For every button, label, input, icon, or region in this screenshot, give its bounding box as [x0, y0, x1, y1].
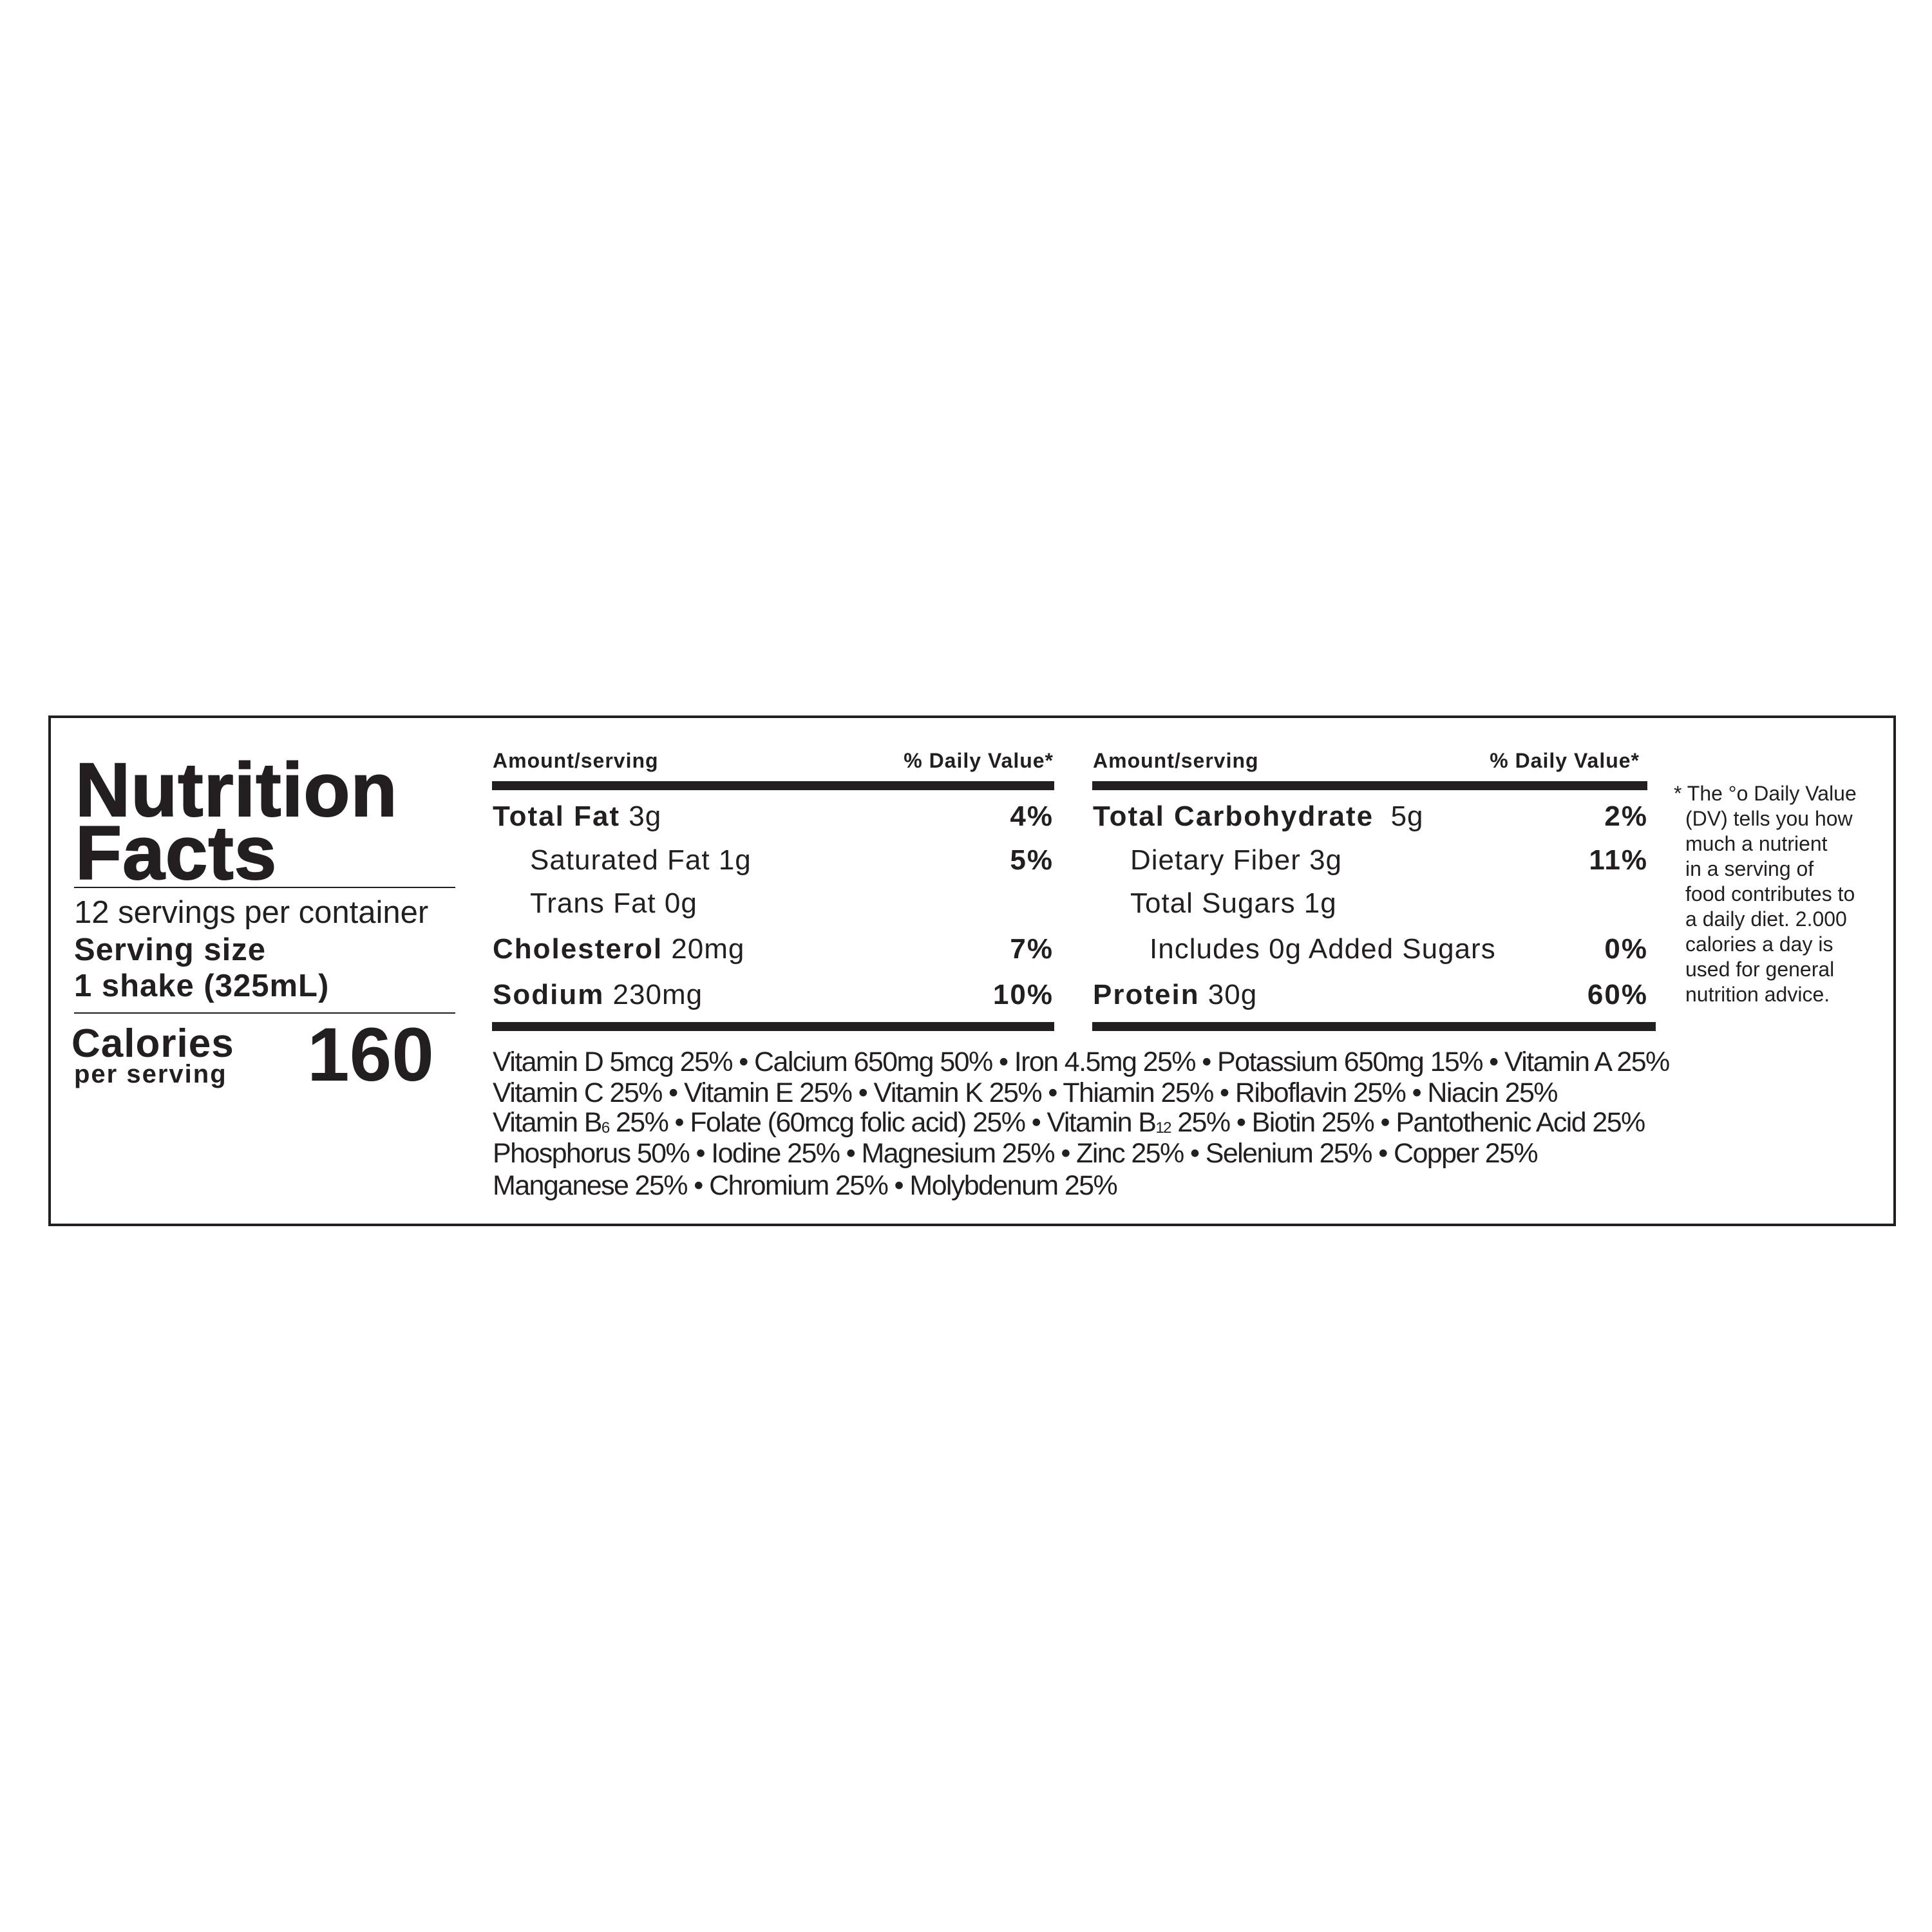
footnote-line: nutrition advice.: [1685, 983, 1830, 1006]
nutrient-dv: 11%: [1589, 844, 1648, 876]
nutrient-name: Total Sugars: [1130, 887, 1296, 919]
nutrient-row: Dietary Fiber 3g: [1130, 844, 1342, 876]
nutrient-row: Trans Fat 0g: [530, 887, 697, 920]
nutrient-name: Saturated Fat: [530, 844, 710, 876]
vitamin-mineral-line: Vitamin B6 25% • Folate (60mcg folic aci…: [493, 1107, 1645, 1139]
vitamin-mineral-line: Vitamin D 5mcg 25% • Calcium 650mg 50% •…: [493, 1046, 1670, 1077]
subscript: 6: [601, 1119, 610, 1137]
footnote-line: * The °o Daily Value: [1674, 782, 1857, 805]
nutrient-name: Total Carbohydrate: [1093, 800, 1374, 832]
nutrient-row: Cholesterol 20mg: [493, 933, 744, 965]
subscript: 12: [1155, 1119, 1171, 1137]
serving-size-value: 1 shake (325mL): [74, 969, 330, 1003]
divider: [74, 1012, 455, 1014]
thick-bar: [492, 781, 1054, 790]
nutrient-dv: 7%: [1010, 933, 1054, 965]
nutrient-dv: 4%: [1010, 800, 1054, 832]
nutrient-row: Protein 30g: [1093, 979, 1257, 1011]
nutrient-name: Cholesterol: [493, 933, 663, 965]
nutrient-row: Sodium 230mg: [493, 979, 703, 1011]
vitamin-mineral-line: Manganese 25% • Chromium 25% • Molybdenu…: [493, 1170, 1118, 1201]
nutrient-amount: 1g: [1295, 887, 1337, 919]
footnote-line: a daily diet. 2.000: [1685, 907, 1847, 931]
right-header-dv: % Daily Value*: [1490, 749, 1640, 772]
vitamin-mineral-line: Vitamin C 25% • Vitamin E 25% • Vitamin …: [493, 1077, 1558, 1108]
calories-value: 160: [307, 1012, 434, 1097]
per-serving-label: per serving: [74, 1060, 227, 1088]
nutrient-name: Total Fat: [493, 800, 621, 832]
nutrient-amount: 5g: [1374, 800, 1424, 832]
nutrient-dv: 5%: [1010, 844, 1054, 876]
text: Vitamin B: [493, 1107, 602, 1138]
text: 25% • Folate (60mcg folic acid) 25% • Vi…: [609, 1107, 1157, 1138]
footnote-line: in a serving of: [1685, 857, 1814, 880]
nutrient-row: Total Carbohydrate 5g: [1093, 800, 1424, 833]
footnote-line: food contributes to: [1685, 882, 1855, 905]
nutrient-dv: 0%: [1604, 933, 1648, 965]
nutrition-facts-label: Nutrition Facts 12 servings per containe…: [48, 715, 1896, 1226]
nutrient-amount: 3g: [620, 800, 662, 832]
nutrient-amount: 20mg: [663, 933, 745, 965]
thick-bar: [492, 1022, 1054, 1031]
nutrient-row: Includes 0g Added Sugars: [1150, 933, 1496, 965]
nutrient-amount: 1g: [710, 844, 752, 876]
nutrient-name: Dietary Fiber: [1130, 844, 1301, 876]
calories-label: Calories: [71, 1021, 234, 1066]
vitamin-mineral-line: Phosphorus 50% • Iodine 25% • Magnesium …: [493, 1138, 1539, 1169]
title-nutrition: Nutrition: [75, 748, 398, 833]
nutrient-row: Total Fat 3g: [493, 800, 661, 833]
nutrient-dv: 60%: [1587, 979, 1648, 1010]
nutrient-amount: 3g: [1300, 844, 1343, 876]
footnote: * The °o Daily Value (DV) tells you how mu…: [1674, 781, 1857, 1007]
text: 25% • Biotin 25% • Pantothenic Acid 25%: [1170, 1107, 1645, 1138]
nutrient-row: Total Sugars 1g: [1130, 887, 1337, 920]
serving-size-label: Serving size: [74, 933, 266, 967]
nutrient-name: Sodium: [493, 979, 605, 1010]
nutrient-amount: 230mg: [604, 979, 703, 1010]
divider: [74, 887, 455, 888]
nutrient-dv: 2%: [1604, 800, 1648, 832]
nutrient-name: Trans Fat: [530, 887, 656, 919]
footnote-line: much a nutrient: [1685, 832, 1828, 855]
footnote-line: (DV) tells you how: [1685, 807, 1853, 830]
title-facts: Facts: [75, 811, 278, 896]
nutrient-name: Includes 0g Added Sugars: [1150, 933, 1496, 965]
left-header-amount: Amount/serving: [493, 749, 659, 772]
left-header-dv: % Daily Value*: [904, 749, 1054, 772]
nutrient-amount: 30g: [1199, 979, 1258, 1010]
nutrient-amount: 0g: [656, 887, 697, 919]
nutrient-name: Protein: [1093, 979, 1200, 1010]
thick-bar: [1092, 781, 1647, 790]
nutrient-dv: 10%: [992, 979, 1054, 1010]
footnote-line: calories a day is: [1685, 933, 1833, 956]
nutrient-row: Saturated Fat 1g: [530, 844, 752, 876]
right-header-amount: Amount/serving: [1093, 749, 1259, 772]
servings-per-container: 12 servings per container: [74, 895, 429, 930]
thick-bar: [1092, 1022, 1656, 1031]
footnote-line: used for general: [1685, 958, 1835, 981]
